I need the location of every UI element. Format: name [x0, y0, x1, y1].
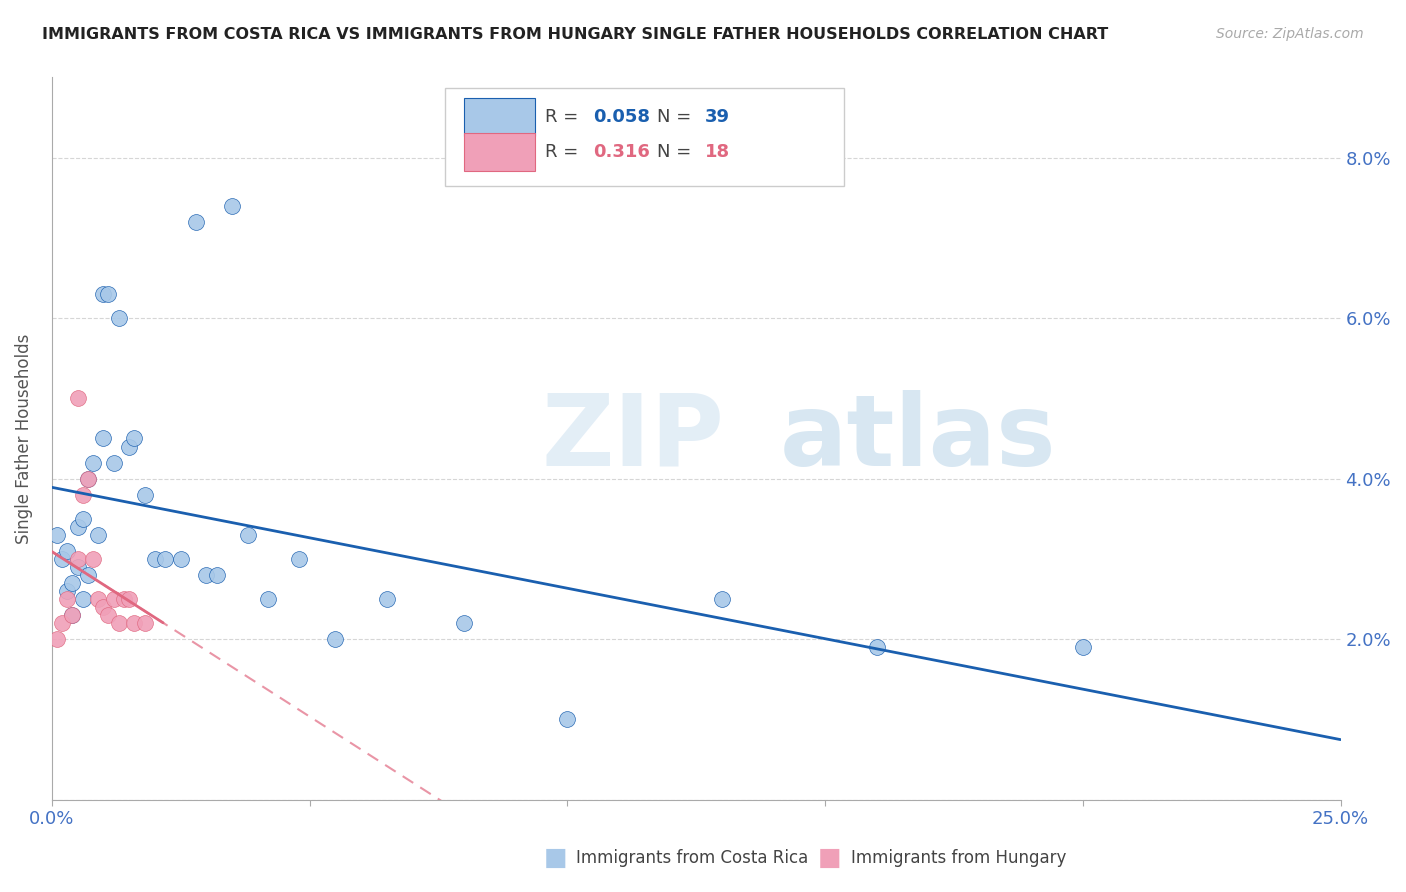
Point [153, 551, 176, 566]
FancyBboxPatch shape [464, 98, 536, 136]
Point [60, 575, 83, 590]
Point [51, 551, 73, 566]
Text: N =: N = [658, 108, 692, 126]
Point [118, 591, 141, 606]
FancyBboxPatch shape [444, 88, 845, 186]
Point [60, 607, 83, 622]
Point [66, 392, 89, 406]
Point [66, 551, 89, 566]
Point [91, 599, 114, 614]
Text: ZIP: ZIP [541, 390, 724, 487]
Point [87, 528, 110, 542]
Point [103, 456, 125, 470]
Text: 18: 18 [706, 143, 730, 161]
Text: 39: 39 [706, 108, 730, 126]
Text: ■: ■ [818, 847, 841, 870]
Point [710, 591, 733, 606]
Point [865, 640, 887, 654]
Point [118, 440, 141, 454]
Point [56, 583, 79, 598]
Point [97, 607, 120, 622]
Point [122, 615, 145, 630]
Point [107, 615, 129, 630]
Point [221, 199, 243, 213]
Point [169, 551, 191, 566]
Y-axis label: Single Father Households: Single Father Households [15, 334, 32, 543]
Point [87, 591, 110, 606]
Point [134, 488, 156, 502]
Point [453, 615, 475, 630]
Text: Immigrants from Costa Rica: Immigrants from Costa Rica [576, 849, 808, 867]
Point [82, 551, 104, 566]
Point [91, 432, 114, 446]
Point [82, 456, 104, 470]
FancyBboxPatch shape [464, 133, 536, 170]
Point [184, 215, 207, 229]
Point [143, 551, 166, 566]
Point [76, 567, 98, 582]
Text: IMMIGRANTS FROM COSTA RICA VS IMMIGRANTS FROM HUNGARY SINGLE FATHER HOUSEHOLDS C: IMMIGRANTS FROM COSTA RICA VS IMMIGRANTS… [42, 27, 1108, 42]
Point [1071, 640, 1094, 654]
Point [76, 472, 98, 486]
Text: 0.058: 0.058 [593, 108, 650, 126]
Point [236, 528, 259, 542]
Point [72, 512, 94, 526]
Point [107, 311, 129, 326]
Point [91, 287, 114, 301]
Point [76, 472, 98, 486]
Point [195, 567, 218, 582]
Text: R =: R = [546, 143, 579, 161]
Point [205, 567, 228, 582]
Point [97, 287, 120, 301]
Point [323, 632, 346, 646]
Point [56, 543, 79, 558]
Point [112, 591, 135, 606]
Point [375, 591, 398, 606]
Point [555, 712, 578, 726]
Point [60, 607, 83, 622]
Point [51, 615, 73, 630]
Text: atlas: atlas [780, 390, 1056, 487]
Text: N =: N = [658, 143, 692, 161]
Point [288, 551, 311, 566]
Point [45, 632, 67, 646]
Point [56, 591, 79, 606]
Text: Source: ZipAtlas.com: Source: ZipAtlas.com [1216, 27, 1364, 41]
Text: 0.316: 0.316 [593, 143, 650, 161]
Point [103, 591, 125, 606]
Point [257, 591, 280, 606]
Text: ■: ■ [544, 847, 567, 870]
Point [122, 432, 145, 446]
Point [66, 520, 89, 534]
Point [66, 559, 89, 574]
Text: R =: R = [546, 108, 579, 126]
Point [72, 488, 94, 502]
Point [72, 591, 94, 606]
Point [45, 528, 67, 542]
Text: Immigrants from Hungary: Immigrants from Hungary [851, 849, 1066, 867]
Point [134, 615, 156, 630]
